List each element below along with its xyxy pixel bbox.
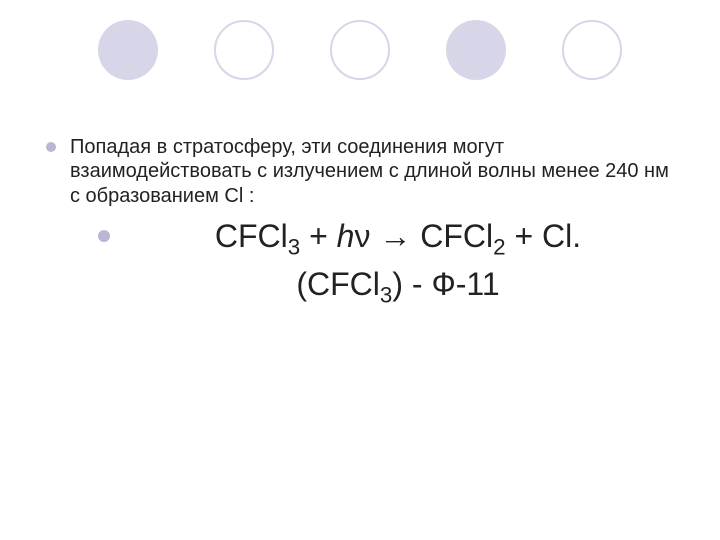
eq-sub: 3 bbox=[288, 235, 300, 260]
eq-part: ν bbox=[354, 218, 370, 254]
eq-part: → bbox=[370, 218, 420, 254]
bullet-list: Попадая в стратосферу, эти соединения мо… bbox=[44, 135, 676, 304]
decor-circle bbox=[330, 20, 390, 80]
decor-circle bbox=[446, 20, 506, 80]
decor-circle bbox=[562, 20, 622, 80]
equation-line-2: (CFCl3) - Ф-11 bbox=[70, 264, 676, 304]
eq-part: ) bbox=[392, 266, 403, 302]
sub-list: CFCl3 + hν → CFCl2 + Cl. (CFCl3) - Ф-11 bbox=[70, 216, 676, 304]
eq-part: + bbox=[506, 218, 542, 254]
eq-part: CFCl bbox=[420, 218, 493, 254]
eq-sub: 3 bbox=[380, 283, 392, 308]
decor-circle bbox=[214, 20, 274, 80]
eq-part: ( bbox=[296, 266, 307, 302]
equation-line: CFCl3 + hν → CFCl2 + Cl. bbox=[70, 216, 676, 256]
eq-part: - Ф-11 bbox=[403, 266, 500, 302]
eq-part: Cl. bbox=[542, 218, 581, 254]
content-area: Попадая в стратосферу, эти соединения мо… bbox=[44, 135, 676, 304]
eq-part: h bbox=[337, 218, 355, 254]
list-item: Попадая в стратосферу, эти соединения мо… bbox=[44, 135, 676, 304]
slide: Попадая в стратосферу, эти соединения мо… bbox=[0, 0, 720, 540]
eq-part: + bbox=[300, 218, 336, 254]
eq-part: CFCl bbox=[215, 218, 288, 254]
eq-part: CFCl bbox=[307, 266, 380, 302]
paragraph-text: Попадая в стратосферу, эти соединения мо… bbox=[70, 136, 669, 207]
eq-sub: 2 bbox=[493, 235, 505, 260]
decor-circle bbox=[98, 20, 158, 80]
decor-circles bbox=[0, 20, 720, 80]
